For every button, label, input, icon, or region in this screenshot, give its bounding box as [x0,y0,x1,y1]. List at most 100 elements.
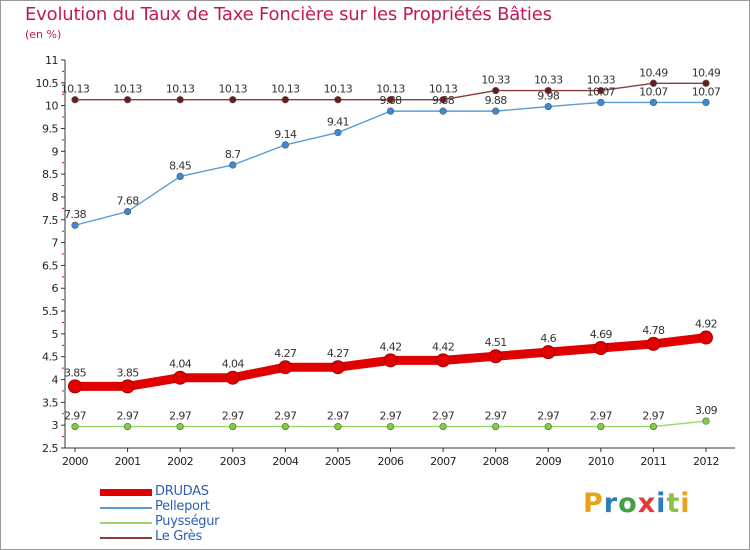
data-point [281,141,289,149]
data-label: 4.69 [590,328,613,341]
data-label: 4.04 [222,358,245,371]
legend-label-pelleport: Pelleport [155,499,210,514]
legend-swatch-drudas [100,489,152,496]
x-tick-label: 2011 [640,455,666,468]
x-tick-label: 2002 [167,455,193,468]
proxiti-logo: Proxiti [583,488,691,519]
data-label: 10.07 [692,85,721,98]
legend-swatch-pelleport [100,507,152,509]
data-point [597,422,605,431]
data-point [225,370,240,385]
data-label: 3.85 [117,366,140,379]
legend-label-le-gres: Le Grès [155,529,202,544]
data-point [386,422,395,431]
data-label: 8.7 [225,148,241,161]
legend-label-drudas: DRUDAS [155,484,209,499]
data-point [123,96,132,104]
data-point [71,96,79,104]
y-tick-label: 3.5 [42,396,58,409]
x-tick-label: 2007 [430,455,456,468]
data-point [229,161,237,169]
data-point [439,107,447,115]
data-label: 2.97 [485,410,508,423]
data-point [176,172,184,180]
data-point [597,98,605,107]
data-label: 3.85 [64,366,87,379]
data-label: 9.41 [327,116,349,129]
data-point [436,353,451,368]
data-point [646,336,661,351]
data-point [173,370,188,385]
data-label: 10.13 [61,83,90,96]
x-tick-label: 2008 [483,455,509,468]
data-point [702,417,710,425]
data-label: 10.33 [481,74,510,87]
y-tick-label: 10.5 [36,77,59,90]
y-tick-label: 9 [52,145,59,158]
data-label: 2.97 [327,410,350,423]
data-point [649,98,658,107]
y-tick-label: 4.5 [42,351,58,364]
data-point [120,379,135,394]
data-label: 4.42 [432,340,454,353]
logo-letter: x [637,488,657,519]
logo-letter: P [583,488,604,519]
data-point [439,422,447,431]
data-label: 2.97 [222,410,245,423]
data-point [281,422,289,431]
data-label: 7.68 [117,195,140,208]
data-point [492,422,500,431]
y-tick-label: 5 [52,328,59,341]
legend-label-puyssegur: Puysségur [155,514,220,529]
y-tick-label: 6 [52,282,59,295]
x-tick-label: 2010 [588,455,614,468]
data-point [702,98,710,107]
data-label: 2.97 [537,410,560,423]
data-label: 10.13 [219,83,248,96]
data-point [229,422,237,431]
data-label: 9.14 [274,128,297,141]
x-tick-label: 2004 [272,455,298,468]
chart-title: Evolution du Taux de Taxe Foncière sur l… [25,4,552,25]
x-tick-label: 2001 [115,455,141,468]
data-point [544,86,552,95]
data-point [281,96,289,104]
legend-swatch-le-gres [100,537,152,539]
data-label: 2.97 [117,410,140,423]
data-label: 9.98 [537,90,560,103]
y-tick-label: 10 [45,100,58,113]
data-point [649,79,658,87]
data-point [386,107,395,115]
x-tick-label: 2005 [325,455,351,468]
data-label: 2.97 [169,410,192,423]
data-label: 4.51 [485,336,507,349]
data-label: 7.38 [64,208,87,221]
data-label: 8.45 [169,159,192,172]
x-tick-label: 2012 [693,455,719,468]
data-point [123,207,132,216]
data-label: 4.42 [379,340,401,353]
y-tick-label: 4 [52,374,59,387]
y-tick-label: 7 [52,237,59,250]
data-label: 10.07 [639,85,668,98]
data-point [649,422,658,431]
data-label: 10.33 [587,74,616,87]
data-point [544,422,552,431]
data-label: 10.13 [429,83,458,96]
data-point [334,422,342,431]
data-label: 10.13 [271,83,300,96]
data-point [593,341,608,356]
data-label: 10.33 [534,74,563,87]
y-tick-label: 3 [52,419,59,432]
y-tick-label: 11 [45,54,58,67]
data-point [123,422,132,431]
data-point [68,379,82,394]
logo-letter: t [666,488,681,519]
data-label: 10.49 [639,66,668,79]
data-point [439,96,447,104]
y-tick-label: 8.5 [42,168,58,181]
data-label: 4.04 [169,358,192,371]
y-tick-label: 8 [52,191,59,204]
data-label: 10.49 [692,66,721,79]
y-tick-label: 7.5 [42,214,58,227]
